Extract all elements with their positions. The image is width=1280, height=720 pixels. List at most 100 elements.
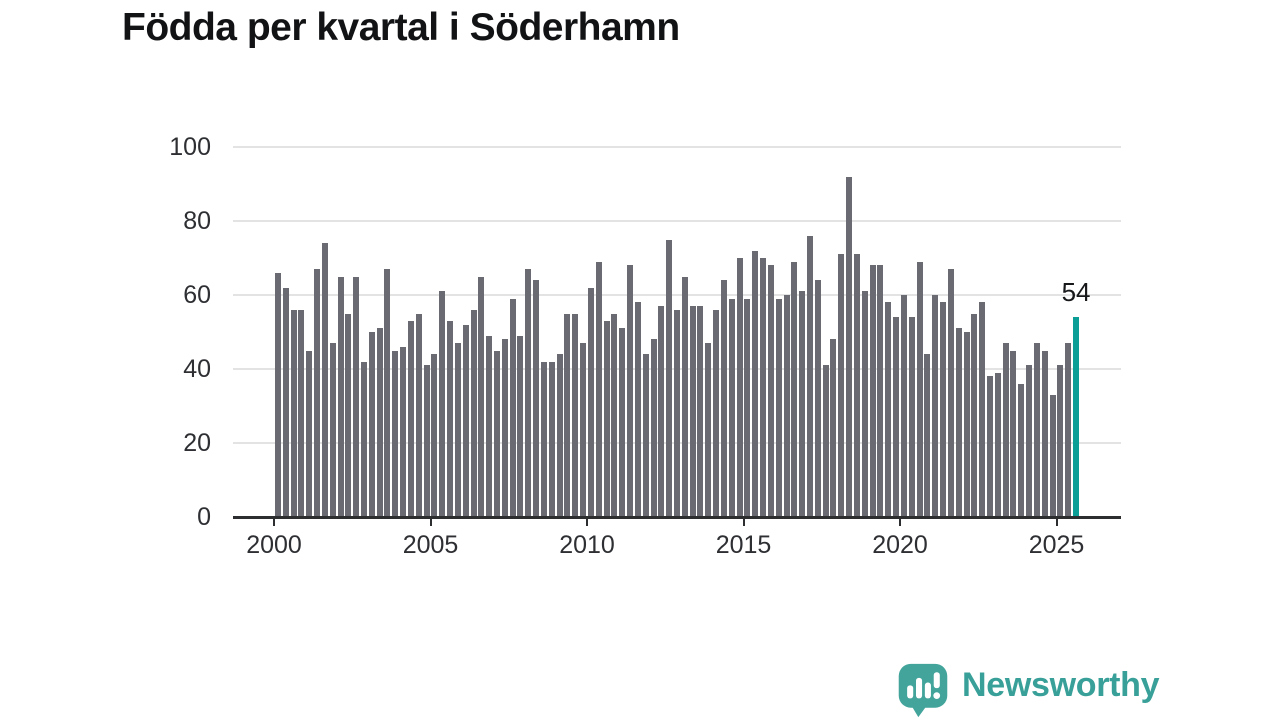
quarter-bar	[994, 372, 1001, 517]
quarter-bar	[1065, 343, 1072, 517]
quarter-bar	[454, 343, 461, 517]
quarter-bar	[947, 269, 954, 517]
quarter-bar	[533, 280, 540, 517]
quarter-bar	[986, 376, 993, 517]
quarter-bar	[376, 328, 383, 517]
quarter-bar	[282, 287, 289, 517]
gridline-y-80	[233, 220, 1121, 222]
quarter-bar	[869, 265, 876, 517]
last-value-annotation: 54	[1061, 277, 1091, 308]
quarter-bar	[368, 332, 375, 517]
x-axis-tick-2025	[1055, 518, 1058, 526]
quarter-bar	[893, 317, 900, 517]
quarter-bar	[353, 276, 360, 517]
quarter-bar	[767, 265, 774, 517]
quarter-bar	[1057, 365, 1064, 517]
quarter-bar	[360, 361, 367, 517]
quarter-bar	[775, 298, 782, 517]
chart-title: Födda per kvartal i Söderhamn	[122, 6, 680, 49]
quarter-bar	[306, 350, 313, 517]
quarter-bar	[846, 176, 853, 517]
quarter-bar	[979, 302, 986, 517]
x-axis-tick-2005	[429, 518, 432, 526]
quarter-bar	[415, 313, 422, 517]
quarter-bar	[900, 295, 907, 517]
x-axis-label-2015: 2015	[715, 531, 772, 559]
quarter-bar	[470, 309, 477, 517]
quarter-bar	[337, 276, 344, 517]
quarter-bar	[885, 302, 892, 517]
quarter-bar	[924, 354, 931, 517]
quarter-bar	[548, 361, 555, 517]
quarter-bar	[814, 280, 821, 517]
quarter-bar	[681, 276, 688, 517]
x-axis-label-2005: 2005	[402, 531, 459, 559]
quarter-bar	[290, 309, 297, 517]
quarter-bar	[556, 354, 563, 517]
quarter-bar	[314, 269, 321, 517]
quarter-bar	[861, 291, 868, 517]
quarter-bar	[595, 261, 602, 517]
quarter-bar	[431, 354, 438, 517]
quarter-bar	[540, 361, 547, 517]
quarter-bar	[955, 328, 962, 517]
quarter-bar	[838, 254, 845, 517]
quarter-bar	[940, 302, 947, 517]
quarter-bar	[634, 302, 641, 517]
quarter-bar	[650, 339, 657, 517]
quarter-bar	[971, 313, 978, 517]
quarter-bar	[642, 354, 649, 517]
quarter-bar	[1018, 383, 1025, 517]
gridline-y-100	[233, 146, 1121, 148]
quarter-bar	[799, 291, 806, 517]
quarter-bar	[392, 350, 399, 517]
quarter-bar	[713, 309, 720, 517]
x-axis-label-2020: 2020	[872, 531, 928, 559]
quarter-bar	[752, 250, 759, 517]
quarter-bar	[705, 343, 712, 517]
quarter-bar	[329, 343, 336, 517]
y-axis-label-60: 60	[183, 281, 211, 309]
quarter-bar	[517, 335, 524, 517]
quarter-bar	[689, 306, 696, 517]
quarter-bar	[603, 320, 610, 517]
quarter-bar	[580, 343, 587, 517]
quarter-bar	[345, 313, 352, 517]
x-axis-tick-2010	[586, 518, 588, 526]
quarter-bar	[627, 265, 634, 517]
newsworthy-speech-bubble-bar-chart-icon	[898, 663, 948, 718]
x-axis-label-2025: 2025	[1028, 531, 1085, 559]
quarter-bar	[744, 298, 751, 517]
quarter-bar	[791, 261, 798, 517]
quarter-bar	[736, 258, 743, 517]
quarter-bar	[760, 258, 767, 517]
quarter-bar	[908, 317, 915, 517]
quarter-bar	[807, 235, 813, 517]
quarter-bar	[486, 335, 493, 517]
quarter-bar	[572, 313, 579, 517]
quarter-bar	[619, 328, 626, 517]
quarter-bar	[611, 313, 618, 517]
quarter-bar	[932, 295, 939, 517]
y-axis-label-20: 20	[183, 429, 211, 457]
newsworthy-logo: Newsworthy	[895, 660, 1165, 718]
y-axis-label-0: 0	[197, 503, 211, 531]
x-axis-label-2010: 2010	[559, 531, 615, 559]
quarter-bar	[407, 320, 414, 517]
quarter-bar	[822, 365, 829, 517]
quarter-bar	[564, 313, 571, 517]
y-axis-label-40: 40	[183, 355, 211, 383]
quarter-bar	[274, 272, 281, 517]
quarter-bar	[447, 320, 454, 517]
quarter-bar	[400, 346, 407, 517]
quarter-bar	[494, 350, 500, 517]
quarter-bar	[666, 239, 673, 517]
quarter-bar	[728, 298, 735, 517]
quarter-bar	[1026, 365, 1033, 517]
quarter-bar	[1002, 343, 1009, 517]
x-axis-tick-2015	[742, 518, 745, 526]
quarter-bar	[501, 339, 508, 517]
x-axis-tick-2000	[273, 518, 275, 526]
quarter-bar	[423, 365, 430, 517]
x-axis-label-2000: 2000	[246, 531, 302, 559]
